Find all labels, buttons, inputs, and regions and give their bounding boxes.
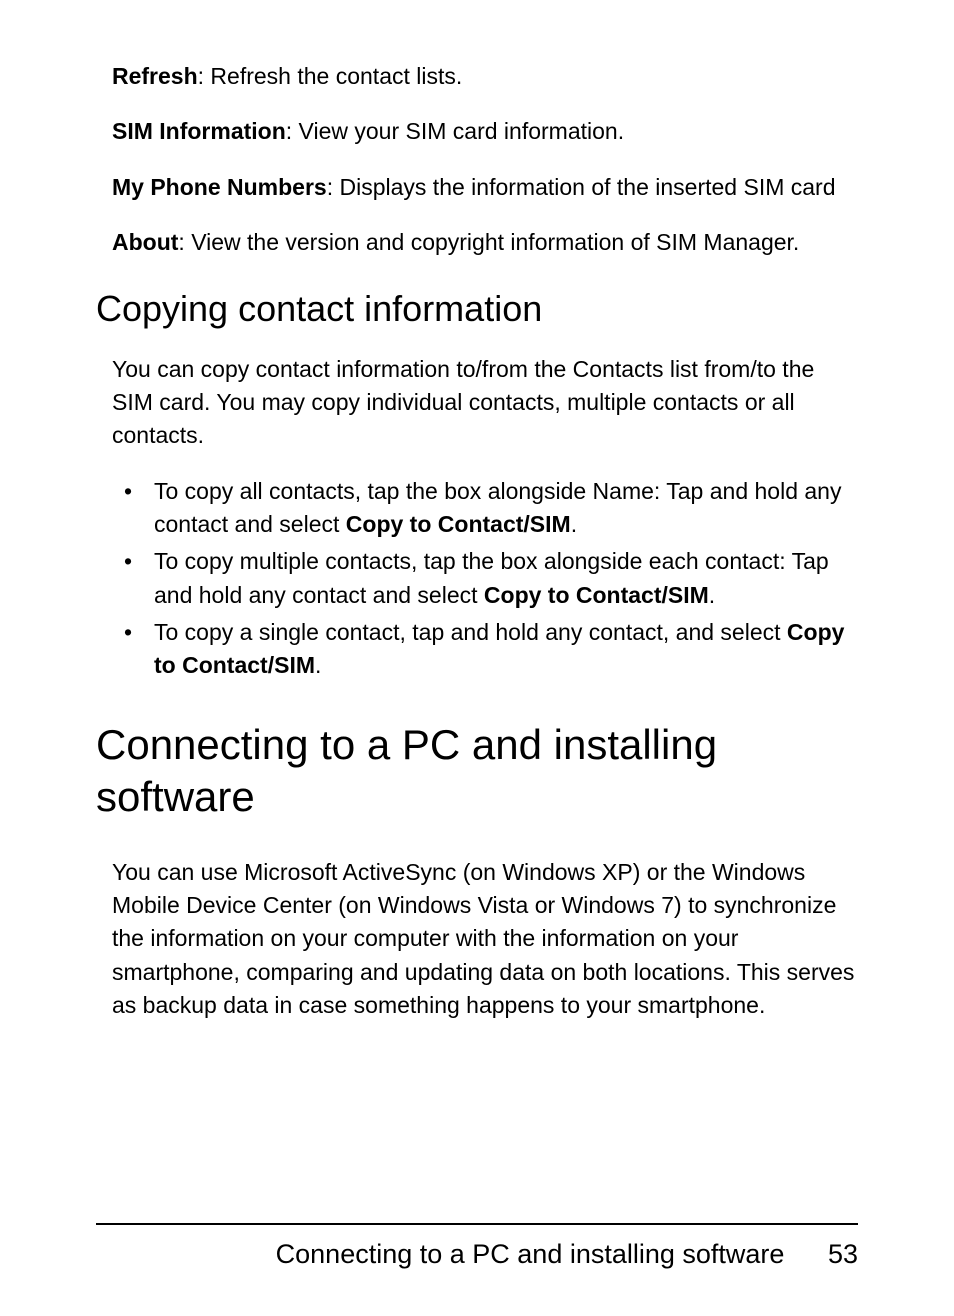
intro-copying-contact: You can copy contact information to/from… bbox=[96, 353, 858, 453]
definition-sim-information: SIM Information: View your SIM card info… bbox=[96, 115, 858, 148]
term-refresh: Refresh bbox=[112, 63, 198, 89]
page-number: 53 bbox=[828, 1239, 858, 1270]
heading-copying-contact: Copying contact information bbox=[96, 287, 858, 330]
bullet-copy-single-pre: To copy a single contact, tap and hold a… bbox=[154, 619, 787, 645]
bullet-copy-single-post: . bbox=[315, 652, 321, 678]
bullet-copy-single: To copy a single contact, tap and hold a… bbox=[112, 616, 858, 683]
bullet-copy-multiple-bold: Copy to Contact/SIM bbox=[484, 582, 709, 608]
term-about: About bbox=[112, 229, 178, 255]
desc-my-phone-numbers: : Displays the information of the insert… bbox=[327, 174, 836, 200]
bullet-copy-multiple-post: . bbox=[709, 582, 715, 608]
definition-refresh: Refresh: Refresh the contact lists. bbox=[96, 60, 858, 93]
bullet-copy-multiple: To copy multiple contacts, tap the box a… bbox=[112, 545, 858, 612]
footer-rule bbox=[96, 1223, 858, 1225]
definition-my-phone-numbers: My Phone Numbers: Displays the informati… bbox=[96, 171, 858, 204]
desc-refresh: : Refresh the contact lists. bbox=[198, 63, 463, 89]
term-sim-information: SIM Information bbox=[112, 118, 286, 144]
bullet-copy-all-post: . bbox=[571, 511, 577, 537]
footer-text: Connecting to a PC and installing softwa… bbox=[96, 1239, 858, 1270]
bullet-copy-all-bold: Copy to Contact/SIM bbox=[346, 511, 571, 537]
desc-sim-information: : View your SIM card information. bbox=[286, 118, 624, 144]
body-connecting-pc: You can use Microsoft ActiveSync (on Win… bbox=[96, 856, 858, 1023]
desc-about: : View the version and copyright informa… bbox=[178, 229, 799, 255]
page-footer: Connecting to a PC and installing softwa… bbox=[96, 1223, 858, 1270]
term-my-phone-numbers: My Phone Numbers bbox=[112, 174, 327, 200]
footer-title: Connecting to a PC and installing softwa… bbox=[276, 1239, 785, 1269]
bullet-list-copying: To copy all contacts, tap the box alongs… bbox=[96, 475, 858, 683]
heading-connecting-pc: Connecting to a PC and installing softwa… bbox=[96, 719, 858, 824]
bullet-copy-all: To copy all contacts, tap the box alongs… bbox=[112, 475, 858, 542]
definition-about: About: View the version and copyright in… bbox=[96, 226, 858, 259]
